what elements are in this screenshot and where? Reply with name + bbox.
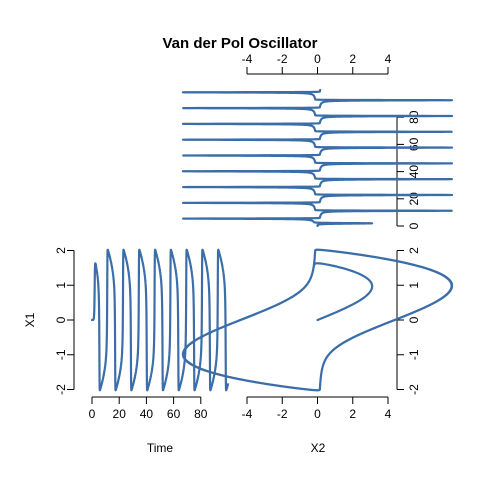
- x1-right-y-axis-tick-label: 1: [407, 282, 421, 289]
- x1-right-y-axis-tick-label: 0: [407, 316, 421, 323]
- time-x-axis-tick-label: 60: [167, 407, 181, 421]
- phase-x-axis: -4 -2 0 2 4: [242, 397, 392, 421]
- x1-right-y-axis-tick-label: 2: [407, 247, 421, 254]
- time-x-axis-tick-label: 40: [140, 407, 154, 421]
- x2-x-axis-tick-label: 0: [314, 407, 321, 421]
- x2-top-x-axis-tick-label: 2: [349, 52, 356, 66]
- time-right-y-axis-tick-label: 40: [407, 165, 421, 179]
- x1-y-axis-tick-label: 2: [54, 247, 68, 254]
- x1-time-panel: 0 20 40 60 80 -2 -1 0 1 2 Time X1: [23, 247, 228, 455]
- x-axis-label-x2: X2: [311, 441, 326, 455]
- x2-top-x-axis-tick-label: -4: [242, 52, 253, 66]
- time-x-axis-tick-label: 20: [113, 407, 127, 421]
- x1-right-y-axis-tick-label: -2: [407, 384, 421, 395]
- x1-right-y-axis-tick-label: -1: [407, 349, 421, 360]
- x1-y-axis-tick-label: 0: [54, 316, 68, 323]
- phase-right-y-axis: -2 -1 0 1 2: [397, 247, 421, 395]
- x1-y-axis-tick-label: 1: [54, 282, 68, 289]
- x2-top-x-axis-tick-label: 0: [314, 52, 321, 66]
- chart-title: Van der Pol Oscillator: [162, 35, 317, 52]
- bottom-x-axis: 0 20 40 60 80: [89, 397, 208, 421]
- x-axis-label-time: Time: [147, 441, 174, 455]
- x2-x-axis-tick-label: -4: [242, 407, 253, 421]
- x2-top-x-axis-tick-label: 4: [385, 52, 392, 66]
- x2-x-axis-tick-label: -2: [277, 407, 288, 421]
- x2-x-axis-tick-label: 4: [385, 407, 392, 421]
- x2-x-axis-tick-label: 2: [349, 407, 356, 421]
- y-axis-label-x1: X1: [23, 312, 37, 327]
- time-x-axis-tick-label: 0: [89, 407, 96, 421]
- x1-y-axis-tick-label: -2: [54, 384, 68, 395]
- left-y-axis: -2 -1 0 1 2: [54, 247, 74, 395]
- time-x-axis-tick-label: 80: [194, 407, 208, 421]
- x1-y-axis-tick-label: -1: [54, 349, 68, 360]
- x2-top-x-axis-tick-label: -2: [277, 52, 288, 66]
- time-right-y-axis-tick-label: 60: [407, 137, 421, 151]
- top-x-axis: -4 -2 0 2 4: [242, 52, 392, 74]
- x1-time-series-line: [92, 250, 228, 391]
- time-right-y-axis-tick-label: 0: [407, 222, 421, 229]
